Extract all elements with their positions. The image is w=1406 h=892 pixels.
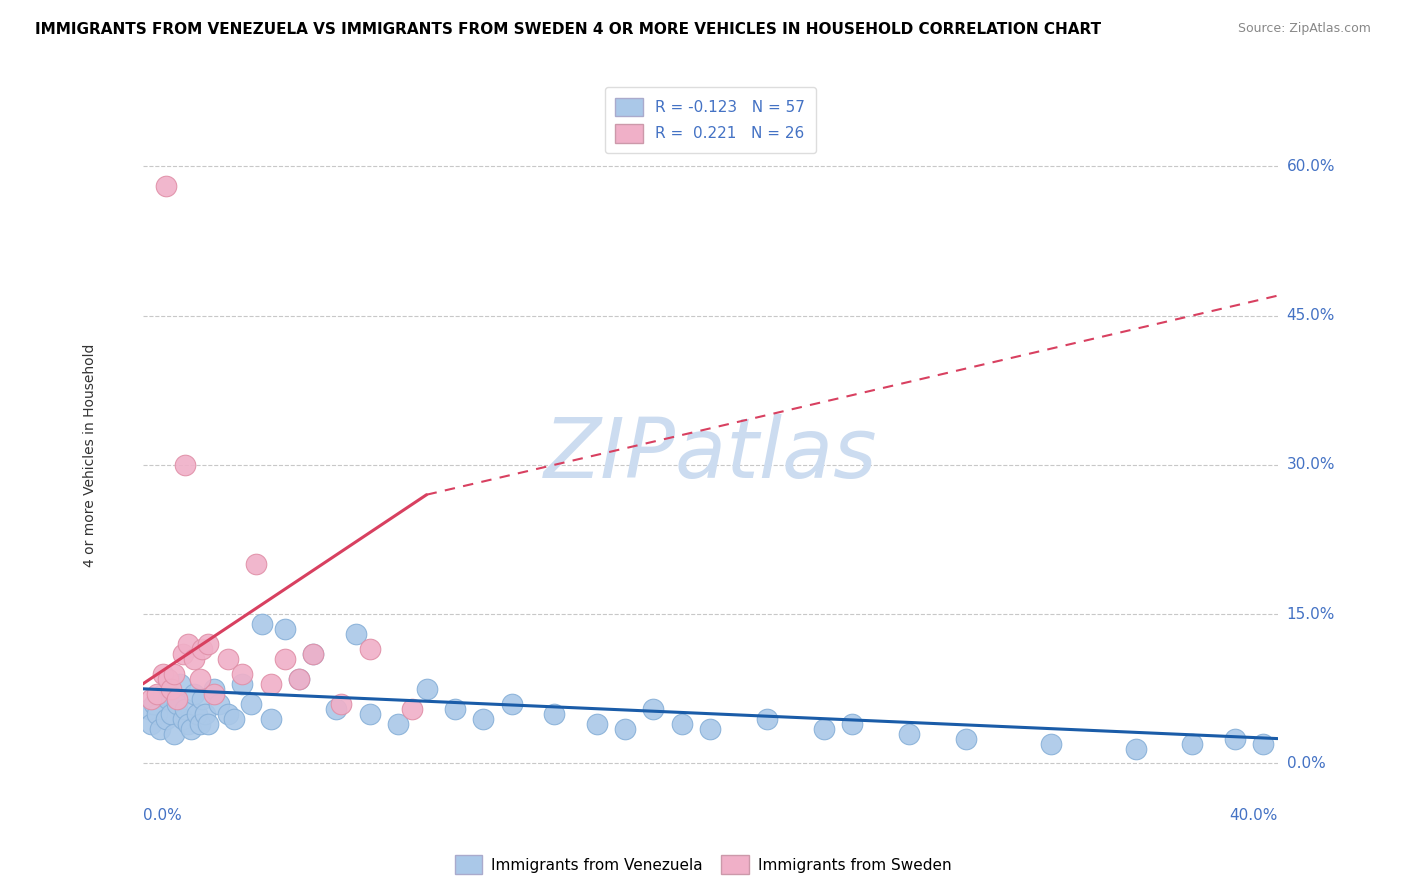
- Point: [146, 687, 169, 701]
- Point: [166, 697, 188, 711]
- Point: [160, 681, 183, 696]
- Text: IMMIGRANTS FROM VENEZUELA VS IMMIGRANTS FROM SWEDEN 4 OR MORE VEHICLES IN HOUSEH: IMMIGRANTS FROM VENEZUELA VS IMMIGRANTS …: [35, 22, 1101, 37]
- Text: 0.0%: 0.0%: [143, 808, 181, 823]
- Point: [501, 697, 523, 711]
- Point: [1223, 731, 1246, 746]
- Point: [387, 716, 409, 731]
- Point: [643, 702, 665, 716]
- Point: [202, 681, 225, 696]
- Point: [330, 697, 353, 711]
- Legend: R = -0.123   N = 57, R =  0.221   N = 26: R = -0.123 N = 57, R = 0.221 N = 26: [605, 87, 815, 153]
- Text: 0.0%: 0.0%: [1286, 756, 1326, 771]
- Point: [359, 642, 381, 657]
- Point: [288, 672, 311, 686]
- Text: 15.0%: 15.0%: [1286, 607, 1334, 622]
- Text: 40.0%: 40.0%: [1229, 808, 1278, 823]
- Point: [157, 672, 180, 686]
- Point: [188, 716, 211, 731]
- Point: [259, 712, 281, 726]
- Point: [191, 642, 214, 657]
- Point: [1253, 737, 1275, 751]
- Point: [191, 691, 214, 706]
- Point: [585, 716, 607, 731]
- Point: [415, 681, 437, 696]
- Point: [141, 716, 163, 731]
- Point: [208, 697, 231, 711]
- Point: [163, 726, 186, 740]
- Point: [183, 652, 205, 666]
- Text: 45.0%: 45.0%: [1286, 308, 1334, 323]
- Point: [472, 712, 495, 726]
- Point: [231, 666, 253, 681]
- Point: [444, 702, 467, 716]
- Point: [302, 647, 325, 661]
- Point: [344, 627, 367, 641]
- Point: [239, 697, 262, 711]
- Point: [172, 647, 194, 661]
- Point: [172, 712, 194, 726]
- Text: 60.0%: 60.0%: [1286, 159, 1336, 174]
- Point: [152, 687, 174, 701]
- Point: [169, 677, 191, 691]
- Point: [183, 687, 205, 701]
- Point: [274, 652, 297, 666]
- Point: [174, 458, 197, 472]
- Text: 30.0%: 30.0%: [1286, 458, 1336, 473]
- Point: [614, 722, 637, 736]
- Point: [274, 622, 297, 636]
- Point: [1039, 737, 1062, 751]
- Point: [197, 637, 219, 651]
- Point: [138, 702, 160, 716]
- Point: [699, 722, 721, 736]
- Text: ZIPatlas: ZIPatlas: [543, 415, 877, 495]
- Point: [166, 691, 188, 706]
- Point: [755, 712, 778, 726]
- Point: [157, 691, 180, 706]
- Point: [160, 706, 183, 721]
- Point: [245, 558, 267, 572]
- Point: [259, 677, 281, 691]
- Point: [955, 731, 977, 746]
- Point: [177, 637, 200, 651]
- Point: [841, 716, 863, 731]
- Point: [897, 726, 920, 740]
- Point: [202, 687, 225, 701]
- Point: [155, 179, 177, 194]
- Text: 4 or more Vehicles in Household: 4 or more Vehicles in Household: [83, 343, 97, 566]
- Point: [180, 722, 202, 736]
- Point: [141, 691, 163, 706]
- Text: Source: ZipAtlas.com: Source: ZipAtlas.com: [1237, 22, 1371, 36]
- Point: [543, 706, 565, 721]
- Point: [222, 712, 245, 726]
- Point: [155, 712, 177, 726]
- Point: [401, 702, 423, 716]
- Point: [217, 652, 239, 666]
- Point: [149, 722, 172, 736]
- Point: [174, 702, 197, 716]
- Point: [197, 716, 219, 731]
- Point: [186, 706, 208, 721]
- Point: [302, 647, 325, 661]
- Point: [146, 706, 169, 721]
- Point: [231, 677, 253, 691]
- Point: [152, 666, 174, 681]
- Point: [177, 716, 200, 731]
- Point: [1181, 737, 1204, 751]
- Point: [163, 666, 186, 681]
- Point: [671, 716, 693, 731]
- Point: [325, 702, 347, 716]
- Point: [288, 672, 311, 686]
- Point: [813, 722, 835, 736]
- Point: [188, 672, 211, 686]
- Point: [194, 706, 217, 721]
- Point: [217, 706, 239, 721]
- Point: [250, 617, 273, 632]
- Point: [143, 697, 166, 711]
- Legend: Immigrants from Venezuela, Immigrants from Sweden: Immigrants from Venezuela, Immigrants fr…: [449, 849, 957, 880]
- Point: [1125, 741, 1147, 756]
- Point: [359, 706, 381, 721]
